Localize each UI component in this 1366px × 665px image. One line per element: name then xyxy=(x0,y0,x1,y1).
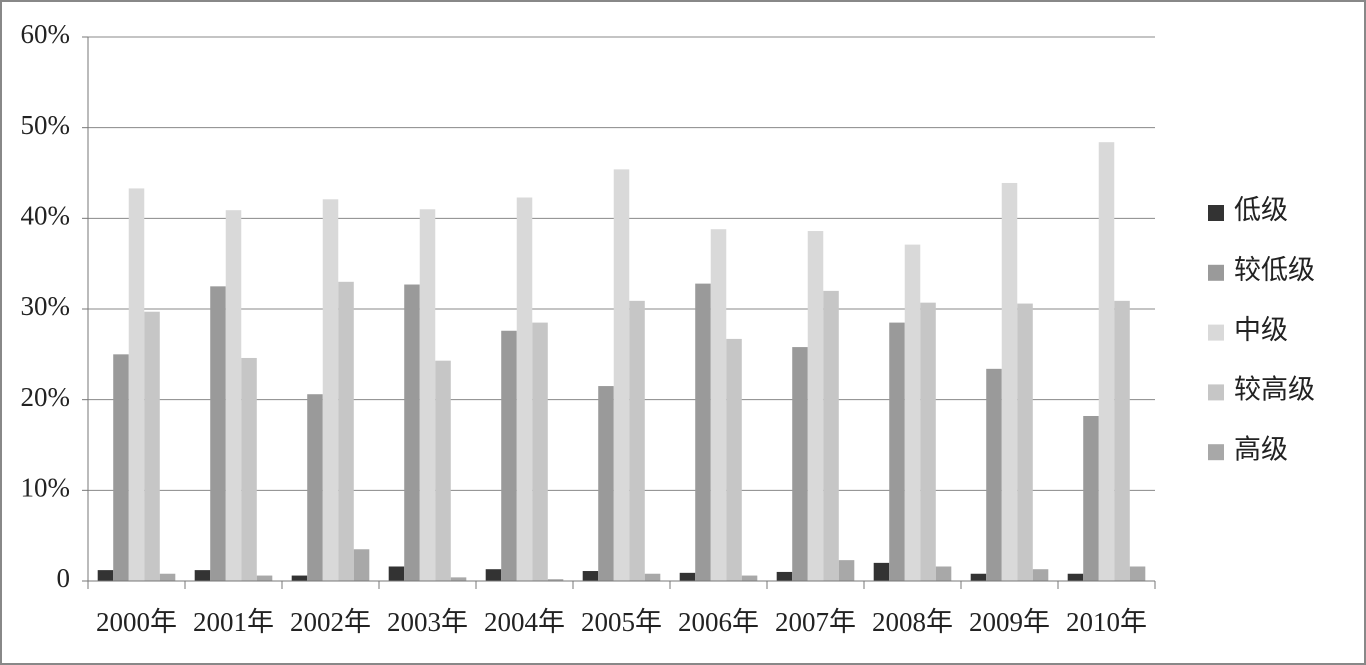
bar xyxy=(679,572,696,581)
legend-label: 较高级 xyxy=(1234,375,1315,405)
bar xyxy=(97,570,114,581)
bar xyxy=(1032,569,1049,581)
bar xyxy=(1098,142,1115,581)
y-tick-label: 10% xyxy=(21,473,71,503)
legend-label: 较低级 xyxy=(1234,255,1315,285)
bar xyxy=(307,394,323,581)
bar xyxy=(1083,415,1099,581)
bar xyxy=(776,571,793,581)
y-tick-label: 40% xyxy=(21,201,71,231)
bar xyxy=(501,330,517,581)
bar xyxy=(113,354,129,581)
bar xyxy=(225,210,242,581)
bar xyxy=(322,199,339,581)
bar xyxy=(256,575,273,581)
bar xyxy=(1017,303,1033,581)
bar xyxy=(582,571,599,581)
bar xyxy=(807,231,824,581)
bar xyxy=(904,244,921,582)
bar xyxy=(547,579,564,581)
legend-swatch xyxy=(1208,324,1224,341)
legend-label: 中级 xyxy=(1234,315,1288,345)
bar xyxy=(1067,573,1084,581)
bar xyxy=(1114,300,1130,581)
legend-swatch xyxy=(1208,264,1224,281)
y-tick-label: 60% xyxy=(21,19,71,49)
bar xyxy=(291,575,308,581)
bar xyxy=(144,311,160,581)
bar xyxy=(404,284,420,581)
y-tick-label: 30% xyxy=(21,291,71,321)
x-tick-label: 2004年 xyxy=(484,607,565,637)
bar xyxy=(629,300,645,581)
bar xyxy=(388,566,405,581)
bar xyxy=(889,322,905,581)
bar xyxy=(792,347,808,581)
bar xyxy=(823,290,839,581)
bar xyxy=(1001,182,1018,581)
bar xyxy=(986,368,1002,581)
x-tick-label: 2007年 xyxy=(775,607,856,637)
legend-swatch xyxy=(1208,444,1224,461)
x-tick-label: 2006年 xyxy=(678,607,759,637)
bar xyxy=(353,549,370,581)
x-tick-label: 2000年 xyxy=(96,607,177,637)
x-tick-label: 2009年 xyxy=(969,607,1050,637)
y-tick-label: 50% xyxy=(21,110,71,140)
legend-label: 高级 xyxy=(1234,434,1288,464)
bar xyxy=(338,281,354,581)
x-tick-label: 2005年 xyxy=(581,607,662,637)
bar xyxy=(516,197,533,582)
bar xyxy=(241,357,257,581)
x-tick-label: 2002年 xyxy=(290,607,371,637)
bar xyxy=(920,302,936,581)
bar xyxy=(644,573,661,581)
bar xyxy=(419,209,436,581)
bar xyxy=(613,169,630,581)
x-tick-label: 2008年 xyxy=(872,607,953,637)
bar xyxy=(194,570,211,581)
bar xyxy=(532,322,548,581)
bar xyxy=(435,360,451,581)
bar xyxy=(838,560,855,581)
bar xyxy=(970,573,987,581)
bar xyxy=(935,566,952,581)
bar xyxy=(726,338,742,581)
legend-swatch xyxy=(1208,384,1224,401)
bar xyxy=(450,577,467,581)
y-tick-label: 20% xyxy=(21,382,71,412)
bar xyxy=(598,386,614,581)
x-tick-label: 2010年 xyxy=(1066,607,1147,637)
bar xyxy=(128,188,145,581)
legend-swatch xyxy=(1208,205,1224,221)
bar xyxy=(1129,566,1146,581)
x-tick-label: 2003年 xyxy=(387,607,468,637)
bar xyxy=(873,562,890,581)
bar xyxy=(741,575,758,581)
bar xyxy=(485,569,502,581)
bar xyxy=(210,286,226,581)
bar xyxy=(710,229,727,582)
y-tick-label: 0 xyxy=(57,563,71,593)
bar xyxy=(159,573,176,581)
bar xyxy=(695,283,711,581)
x-tick-label: 2001年 xyxy=(193,607,274,637)
legend-label: 低级 xyxy=(1234,195,1288,225)
